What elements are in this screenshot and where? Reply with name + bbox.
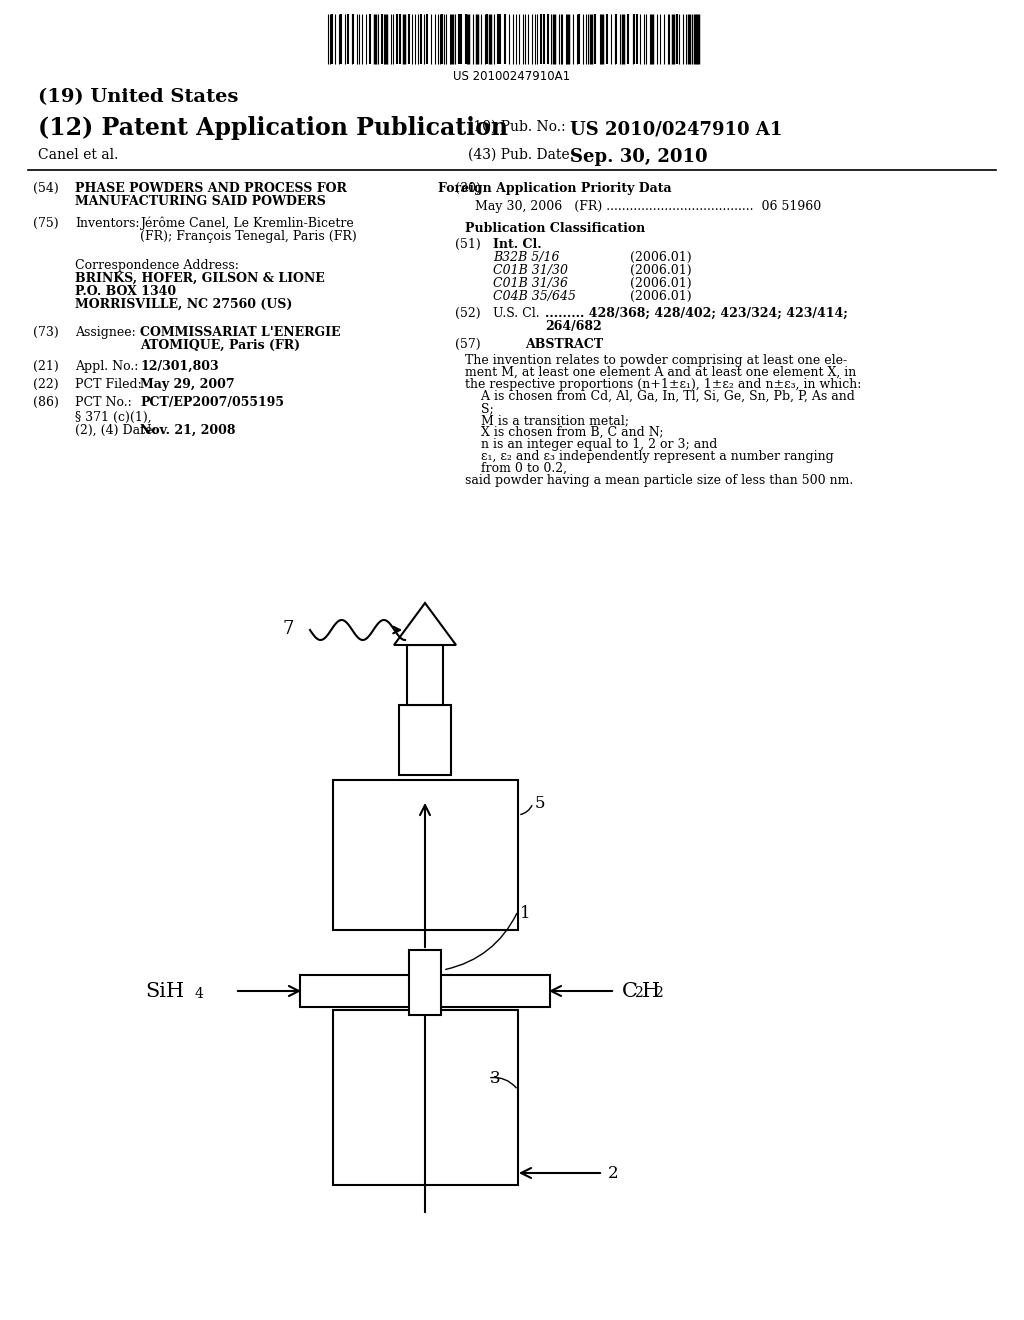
- Bar: [407, 645, 443, 705]
- Text: COMMISSARIAT L'ENERGIE: COMMISSARIAT L'ENERGIE: [140, 326, 341, 339]
- Text: (54): (54): [33, 182, 58, 195]
- Text: Foreign Application Priority Data: Foreign Application Priority Data: [438, 182, 672, 195]
- Bar: [399, 705, 451, 775]
- Text: Publication Classification: Publication Classification: [465, 222, 645, 235]
- Text: MANUFACTURING SAID POWDERS: MANUFACTURING SAID POWDERS: [75, 195, 326, 209]
- Text: PCT Filed:: PCT Filed:: [75, 378, 141, 391]
- Text: SiH: SiH: [145, 982, 184, 1001]
- Text: (22): (22): [33, 378, 58, 391]
- Text: A is chosen from Cd, Al, Ga, In, Tl, Si, Ge, Sn, Pb, P, As and: A is chosen from Cd, Al, Ga, In, Tl, Si,…: [465, 389, 855, 403]
- Text: Inventors:: Inventors:: [75, 216, 139, 230]
- Text: (2006.01): (2006.01): [630, 264, 691, 277]
- Text: 2: 2: [608, 1166, 618, 1181]
- Text: 1: 1: [520, 906, 530, 921]
- Polygon shape: [394, 603, 456, 645]
- Text: PCT/EP2007/055195: PCT/EP2007/055195: [140, 396, 284, 409]
- Text: § 371 (c)(1),: § 371 (c)(1),: [75, 411, 152, 424]
- Text: US 2010/0247910 A1: US 2010/0247910 A1: [570, 120, 782, 139]
- Text: ε₁, ε₂ and ε₃ independently represent a number ranging: ε₁, ε₂ and ε₃ independently represent a …: [465, 450, 834, 463]
- Text: ATOMIQUE, Paris (FR): ATOMIQUE, Paris (FR): [140, 339, 300, 352]
- Text: the respective proportions (n+1±ε₁), 1±ε₂ and n±ε₃, in which:: the respective proportions (n+1±ε₁), 1±ε…: [465, 378, 861, 391]
- Text: Canel et al.: Canel et al.: [38, 148, 119, 162]
- Text: BRINKS, HOFER, GILSON & LIONE: BRINKS, HOFER, GILSON & LIONE: [75, 272, 325, 285]
- Text: (30): (30): [455, 182, 481, 195]
- Text: (52): (52): [455, 308, 480, 319]
- Text: Sep. 30, 2010: Sep. 30, 2010: [570, 148, 708, 166]
- Text: (10) Pub. No.:: (10) Pub. No.:: [468, 120, 565, 135]
- Text: ......... 428/368; 428/402; 423/324; 423/414;: ......... 428/368; 428/402; 423/324; 423…: [545, 308, 848, 319]
- Bar: [300, 975, 550, 1007]
- Text: US 20100247910A1: US 20100247910A1: [454, 70, 570, 83]
- Bar: [333, 780, 518, 931]
- Text: (2006.01): (2006.01): [630, 251, 691, 264]
- Text: 264/682: 264/682: [545, 319, 602, 333]
- Text: X is chosen from B, C and N;: X is chosen from B, C and N;: [465, 426, 664, 440]
- Text: (57): (57): [455, 338, 480, 351]
- Text: 7: 7: [282, 620, 293, 638]
- Text: MORRISVILLE, NC 27560 (US): MORRISVILLE, NC 27560 (US): [75, 298, 293, 312]
- Text: n is an integer equal to 1, 2 or 3; and: n is an integer equal to 1, 2 or 3; and: [465, 438, 718, 451]
- Text: S;: S;: [465, 403, 494, 414]
- Text: PCT No.:: PCT No.:: [75, 396, 132, 409]
- Text: P.O. BOX 1340: P.O. BOX 1340: [75, 285, 176, 298]
- Text: (19) United States: (19) United States: [38, 88, 239, 106]
- Text: U.S. Cl.: U.S. Cl.: [493, 308, 540, 319]
- Bar: [333, 1010, 518, 1185]
- Text: Assignee:: Assignee:: [75, 326, 136, 339]
- Text: Appl. No.:: Appl. No.:: [75, 360, 138, 374]
- Text: (75): (75): [33, 216, 58, 230]
- Text: (86): (86): [33, 396, 58, 409]
- Text: 3: 3: [490, 1071, 501, 1086]
- Text: (51): (51): [455, 238, 480, 251]
- Text: (21): (21): [33, 360, 58, 374]
- Text: M is a transition metal;: M is a transition metal;: [465, 414, 629, 426]
- Text: B32B 5/16: B32B 5/16: [493, 251, 559, 264]
- Text: 2: 2: [654, 986, 663, 1001]
- Text: C01B 31/36: C01B 31/36: [493, 277, 568, 290]
- Text: (FR); François Tenegal, Paris (FR): (FR); François Tenegal, Paris (FR): [140, 230, 356, 243]
- Text: (12) Patent Application Publication: (12) Patent Application Publication: [38, 116, 508, 140]
- Text: said powder having a mean particle size of less than 500 nm.: said powder having a mean particle size …: [465, 474, 853, 487]
- Text: C: C: [622, 982, 638, 1001]
- Text: May 30, 2006   (FR) ......................................  06 51960: May 30, 2006 (FR) ......................…: [475, 201, 821, 213]
- Text: (2006.01): (2006.01): [630, 277, 691, 290]
- Text: ment M, at least one element A and at least one element X, in: ment M, at least one element A and at le…: [465, 366, 856, 379]
- Text: C01B 31/30: C01B 31/30: [493, 264, 568, 277]
- Text: Nov. 21, 2008: Nov. 21, 2008: [140, 424, 236, 437]
- Text: 4: 4: [195, 987, 204, 1001]
- Text: C04B 35/645: C04B 35/645: [493, 290, 575, 304]
- Text: (73): (73): [33, 326, 58, 339]
- Text: ABSTRACT: ABSTRACT: [525, 338, 603, 351]
- Text: (2006.01): (2006.01): [630, 290, 691, 304]
- Bar: [409, 950, 441, 1015]
- Text: (43) Pub. Date:: (43) Pub. Date:: [468, 148, 574, 162]
- Text: May 29, 2007: May 29, 2007: [140, 378, 234, 391]
- Text: PHASE POWDERS AND PROCESS FOR: PHASE POWDERS AND PROCESS FOR: [75, 182, 347, 195]
- Text: Jérôme Canel, Le Kremlin-Bicetre: Jérôme Canel, Le Kremlin-Bicetre: [140, 216, 353, 231]
- Text: 12/301,803: 12/301,803: [140, 360, 219, 374]
- Text: Int. Cl.: Int. Cl.: [493, 238, 542, 251]
- Text: from 0 to 0.2,: from 0 to 0.2,: [465, 462, 567, 475]
- Text: The invention relates to powder comprising at least one ele-: The invention relates to powder comprisi…: [465, 354, 847, 367]
- Text: Correspondence Address:: Correspondence Address:: [75, 259, 239, 272]
- Text: H: H: [642, 982, 660, 1001]
- Text: 2: 2: [634, 986, 643, 1001]
- Text: (2), (4) Date:: (2), (4) Date:: [75, 424, 157, 437]
- Text: 5: 5: [535, 795, 546, 812]
